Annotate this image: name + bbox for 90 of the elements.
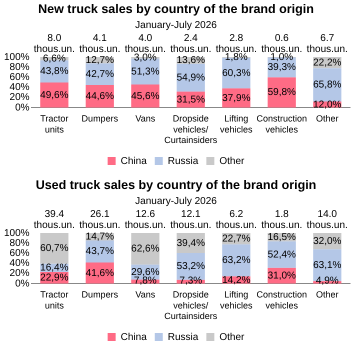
legend-label: Russia [168,156,199,167]
data-label: 31,0% [268,270,296,282]
data-label: 6,6% [42,53,66,64]
data-label: 29,6% [131,266,160,278]
data-label: 62,6% [131,244,160,255]
data-label: 44,6% [86,91,114,102]
data-label: 7,8% [134,275,157,286]
text: 8.0 thous.un. [34,32,75,55]
data-label: 1,8% [224,52,248,64]
data-label: 65,8% [313,80,342,91]
data-label: 41,6% [86,268,114,279]
x-tick-label: Dropside vehicles/ Curtainsiders [164,113,218,146]
x-tick-label: Tractor units [40,289,68,310]
text: 12.6 thous.un. [124,208,166,231]
data-label: 22,2% [313,57,342,68]
data-label: 45,6% [131,90,160,102]
data-label: 63,2% [222,255,251,266]
x-tick-label: Other [316,113,339,124]
y-tick-label: 40% [10,82,30,94]
y-tick-label: 100% [4,228,30,239]
data-label: 39,4% [176,238,206,249]
data-label: 4,9% [316,275,339,286]
text: 39.4 thous.un. [34,208,75,231]
text: 2.4 thous.un. [170,32,212,55]
data-label: 51,3% [131,66,160,78]
y-tick-label: 0% [15,102,30,114]
data-label: 22,7% [222,233,251,244]
y-tick-label: 20% [10,92,30,104]
text: 26.1 thous.un. [79,208,120,231]
data-label: 7,3% [179,275,202,286]
legend-label: China [120,332,148,343]
data-label: 37,9% [222,92,251,104]
x-tick-label: Construction vehicles [256,289,308,310]
legend-label: Russia [168,332,199,343]
data-label: 31,5% [176,94,206,106]
data-label: 13,6% [176,55,206,66]
data-label: 42,7% [86,68,114,80]
data-label: 53,2% [176,261,206,272]
x-tick-label: Lifting vehicles [220,289,254,310]
x-tick-label: Dumpers [82,113,119,124]
y-tick-label: 80% [10,238,30,249]
data-label: 60,3% [222,68,251,79]
x-tick-label: Lifting vehicles [220,113,254,134]
y-tick-label: 20% [10,268,30,280]
data-label: 43,8% [40,66,69,78]
data-label: 43,7% [86,246,114,258]
x-tick-label: Tractor units [40,113,68,134]
text: 4.1 thous.un. [79,32,120,55]
y-tick-label: 40% [10,258,30,270]
x-tick-label: Dumpers [82,289,119,300]
x-tick-label: Other [316,289,339,300]
chart-subtitle: January-July 2026 [135,196,218,207]
x-tick-label: Vans [135,289,156,300]
text: 12.1 thous.un. [170,208,212,231]
y-tick-label: 80% [10,62,30,73]
x-tick-label: Dropside vehicles/ Curtainsiders [164,289,218,322]
data-label: 16,4% [40,262,69,274]
legend-label: China [120,156,148,167]
chart-title: Used truck sales by country of the brand origin [36,178,316,192]
data-label: 3,0% [134,52,157,64]
text: 1.8 thous.un. [261,208,302,231]
data-label: 16,5% [268,232,296,243]
data-label: 12,0% [313,99,342,110]
chart-subtitle: January-July 2026 [135,20,218,31]
data-label: 63,1% [313,260,342,271]
y-tick-label: 100% [4,52,30,63]
data-label: 1,0% [270,52,294,63]
text: 6.2 thous.un. [216,208,257,231]
data-label: 60,7% [40,243,69,254]
y-tick-label: 0% [15,278,30,290]
x-tick-label: Construction vehicles [256,113,308,134]
data-label: 14,2% [222,274,251,286]
data-label: 54,9% [176,72,206,84]
y-tick-label: 60% [10,248,30,259]
data-label: 32,0% [313,236,342,247]
x-tick-label: Vans [135,113,156,124]
data-label: 39,3% [268,62,296,74]
y-tick-label: 60% [10,72,30,83]
chart-title: New truck sales by country of the brand origin [38,2,314,16]
data-label: 59,8% [268,87,296,98]
data-label: 52,4% [268,249,296,260]
legend-label: Other [219,332,246,343]
data-label: 49,6% [40,90,69,101]
data-label: 22,9% [40,272,69,284]
text: 14.0 thous.un. [306,208,348,231]
data-label: 14,7% [86,231,114,242]
text: 6.7 thous.un. [306,32,348,55]
legend-label: Other [219,156,246,167]
data-label: 12,7% [86,54,114,66]
text: 4.0 thous.un. [124,32,166,55]
